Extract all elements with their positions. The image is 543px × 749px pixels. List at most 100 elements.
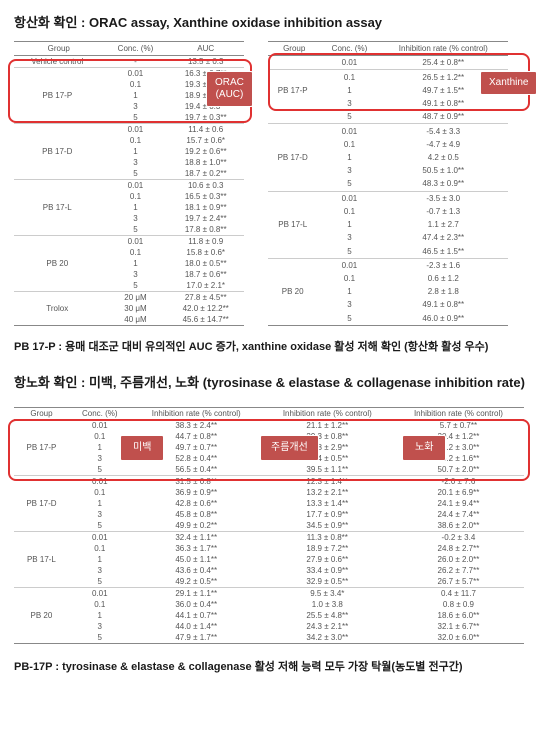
section1-tables: Group Conc. (%) AUC Vehicle control-13.5…	[14, 41, 529, 326]
table-cell: 5	[320, 177, 378, 191]
table-cell: 36.9 ± 0.9**	[131, 487, 262, 498]
table-cell: -0.7 ± 1.3	[379, 205, 508, 218]
table-cell: 0.1	[69, 599, 131, 610]
table-cell: 18.7 ± 0.2**	[167, 168, 244, 180]
table-cell	[14, 576, 69, 588]
table-cell: 3	[104, 269, 168, 280]
table-cell: 24.8 ± 2.7**	[393, 543, 524, 554]
table-cell: 5	[69, 632, 131, 644]
table-cell: 0.01	[104, 236, 168, 248]
table-cell: PB 17-D	[14, 146, 104, 157]
table-cell: 1	[104, 146, 168, 157]
table-cell: 5	[320, 312, 378, 326]
badge-orac: ORAC(AUC)	[206, 71, 253, 107]
table-cell: 3	[69, 509, 131, 520]
table-cell	[14, 180, 104, 192]
table-cell	[268, 124, 320, 138]
table-cell: 19.7 ± 2.4**	[167, 213, 244, 224]
table-cell	[14, 487, 69, 498]
table-cell: 1.1 ± 2.7	[379, 218, 508, 231]
table-cell: 45.0 ± 1.1**	[131, 554, 262, 565]
table-cell: 13.3 ± 1.4**	[262, 498, 393, 509]
table-cell: 4.2 ± 0.5	[379, 151, 508, 164]
table-cell: 24.1 ± 9.4**	[393, 498, 524, 509]
badge-elastase: 주름개선	[260, 435, 319, 461]
table-cell: 47.9 ± 1.7**	[131, 632, 262, 644]
table-cell: 26.7 ± 5.7**	[393, 576, 524, 588]
table-cell: 19.2 ± 0.6**	[167, 146, 244, 157]
table-cell: 17.7 ± 0.9**	[262, 509, 393, 520]
table-cell: 0.01	[320, 124, 378, 138]
table-cell: 32.4 ± 1.1**	[131, 532, 262, 544]
table-cell: 1	[320, 218, 378, 231]
table-cell: 11.8 ± 0.9	[167, 236, 244, 248]
table-cell: 3	[104, 213, 168, 224]
table-cell: 0.01	[104, 180, 168, 192]
table-cell: 2.8 ± 1.8	[379, 285, 508, 298]
section2-table-wrap: Group Conc. (%) Inhibition rate (% contr…	[14, 407, 529, 644]
table-cell: 1	[104, 202, 168, 213]
table-cell: 18.1 ± 0.9**	[167, 202, 244, 213]
table-cell	[14, 213, 104, 224]
col-header: Inhibition rate (% control)	[262, 408, 393, 420]
section2-title: 항노화 확인 : 미백, 주름개선, 노화 (tyrosinase & elas…	[14, 372, 529, 391]
table-cell: PB 17-D	[14, 498, 69, 509]
table-cell: 26.0 ± 2.0**	[393, 554, 524, 565]
table-cell: 46.0 ± 0.9**	[379, 312, 508, 326]
table-cell: 3	[69, 621, 131, 632]
table-cell: 42.8 ± 0.6**	[131, 498, 262, 509]
table-cell: 5	[69, 520, 131, 532]
badge-collagenase: 노화	[402, 435, 446, 461]
table-cell	[14, 247, 104, 258]
table-cell: 0.1	[104, 247, 168, 258]
table-cell: 44.1 ± 0.7**	[131, 610, 262, 621]
table-cell	[14, 588, 69, 600]
section-antioxidant: 항산화 확인 : ORAC assay, Xanthine oxidase in…	[14, 12, 529, 354]
table-cell: 0.01	[69, 532, 131, 544]
table-cell: 0.01	[320, 191, 378, 205]
table-cell: 20 μM	[104, 292, 168, 304]
table-cell	[268, 312, 320, 326]
table-cell: 42.0 ± 12.2**	[167, 303, 244, 314]
table-cell: 48.7 ± 0.9**	[379, 110, 508, 124]
table-cell: 46.5 ± 1.5**	[379, 244, 508, 258]
table-cell: -4.7 ± 4.9	[379, 138, 508, 151]
table-cell: -2.3 ± 1.6	[379, 258, 508, 272]
table-cell	[14, 135, 104, 146]
table-cell: PB 17-L	[14, 554, 69, 565]
table-cell: PB 20	[14, 258, 104, 269]
col-header: Conc. (%)	[104, 42, 168, 56]
table-cell: 49.9 ± 0.2**	[131, 520, 262, 532]
table-cell: 0.1	[320, 138, 378, 151]
table-cell: 3	[104, 157, 168, 168]
table-cell: 11.3 ± 0.8**	[262, 532, 393, 544]
table-cell: 1	[104, 258, 168, 269]
table-cell	[14, 565, 69, 576]
table-cell: 34.5 ± 0.9**	[262, 520, 393, 532]
table-cell: 24.4 ± 7.4**	[393, 509, 524, 520]
table-cell: 11.4 ± 0.6	[167, 124, 244, 136]
table-cell	[14, 520, 69, 532]
table-cell: 0.4 ± 11.7	[393, 588, 524, 600]
section1-title: 항산화 확인 : ORAC assay, Xanthine oxidase in…	[14, 12, 529, 31]
table-cell: 49.2 ± 0.5**	[131, 576, 262, 588]
table-cell: 10.6 ± 0.3	[167, 180, 244, 192]
table-cell: 13.2 ± 2.1**	[262, 487, 393, 498]
table-cell: 40 μM	[104, 314, 168, 326]
table-cell: 33.4 ± 0.9**	[262, 565, 393, 576]
table-cell: 32.0 ± 6.0**	[393, 632, 524, 644]
table-cell: 16.5 ± 0.3**	[167, 191, 244, 202]
table-cell: 5	[104, 280, 168, 292]
table-cell	[268, 177, 320, 191]
table-cell: 44.0 ± 1.4**	[131, 621, 262, 632]
table-cell: 9.5 ± 3.4*	[262, 588, 393, 600]
table-cell: 1	[69, 554, 131, 565]
table-cell	[268, 191, 320, 205]
table-cell	[14, 509, 69, 520]
col-header: Inhibition rate (% control)	[393, 408, 524, 420]
table-cell: 34.2 ± 3.0**	[262, 632, 393, 644]
table-cell: 18.7 ± 0.6**	[167, 269, 244, 280]
table-cell: 17.8 ± 0.8**	[167, 224, 244, 236]
table-cell: 50.5 ± 1.0**	[379, 164, 508, 177]
table-cell: 48.3 ± 0.9**	[379, 177, 508, 191]
